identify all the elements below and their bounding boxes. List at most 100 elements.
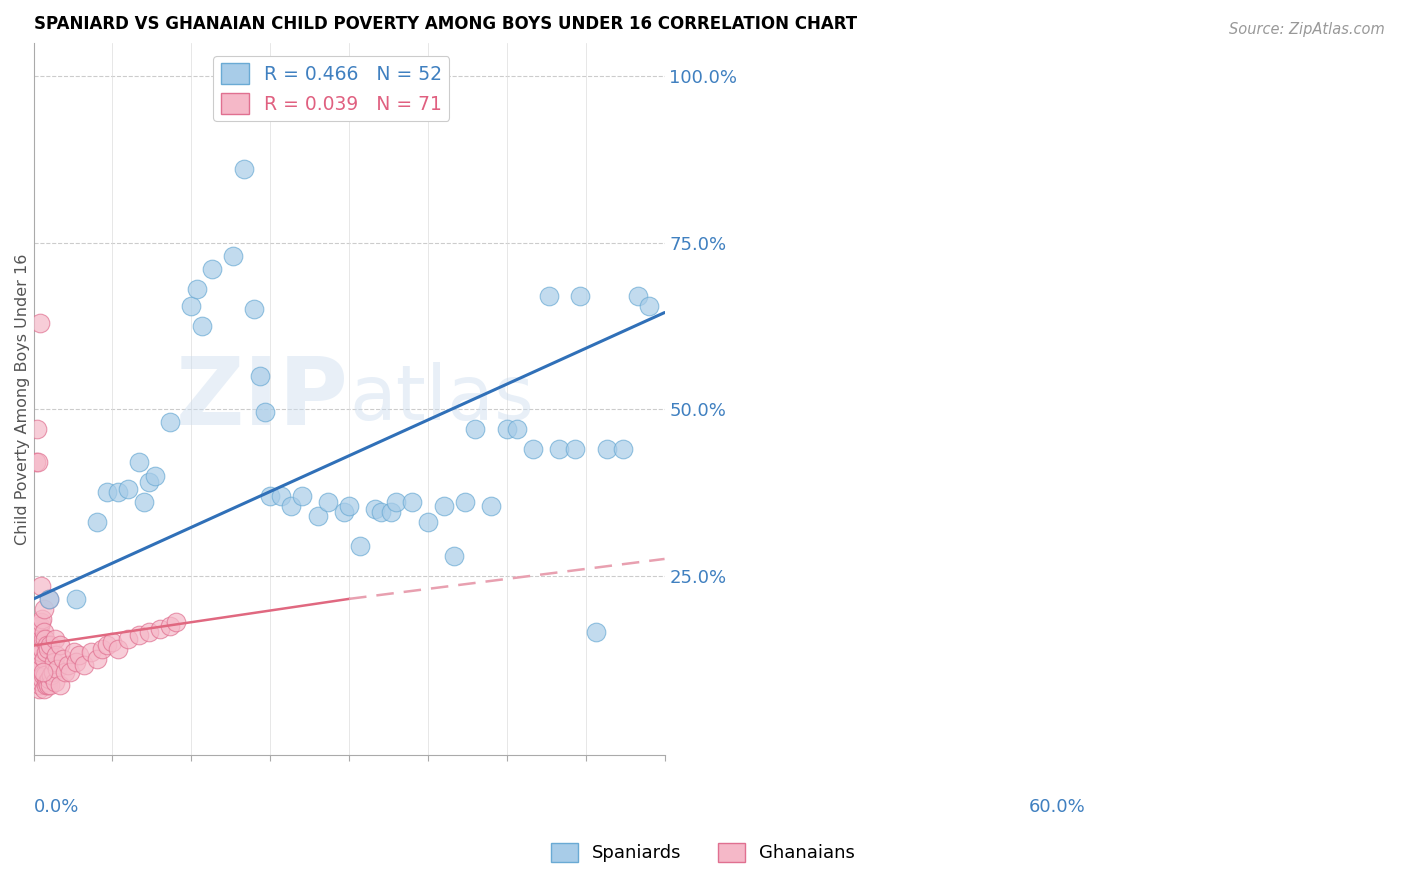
Y-axis label: Child Poverty Among Boys Under 16: Child Poverty Among Boys Under 16 [15, 253, 30, 545]
Point [149, 622, 172, 636]
Point [101, 635, 124, 649]
Point [37, 639, 59, 653]
Point [44, 675, 66, 690]
Point [107, 641, 129, 656]
Point [32, 652, 55, 666]
Point [24, 622, 46, 636]
Point [30, 645, 52, 659]
Point [186, 282, 208, 296]
Point [585, 625, 607, 640]
Point [270, 489, 292, 503]
Point [49, 678, 72, 692]
Text: 60.0%: 60.0% [1028, 798, 1085, 816]
Point [28, 678, 51, 692]
Point [45, 648, 67, 663]
Point [433, 499, 456, 513]
Point [454, 495, 477, 509]
Point [249, 368, 271, 383]
Point [159, 618, 181, 632]
Point [28, 618, 51, 632]
Point [380, 505, 402, 519]
Point [548, 442, 571, 456]
Point [28, 625, 51, 640]
Point [291, 489, 314, 503]
Point [232, 162, 254, 177]
Point [31, 641, 53, 656]
Point [24, 648, 46, 663]
Point [117, 632, 139, 646]
Point [443, 549, 465, 563]
Point [37, 675, 59, 690]
Point [132, 495, 155, 509]
Point [42, 655, 65, 669]
Point [65, 591, 87, 606]
Point [41, 665, 63, 679]
Point [31, 612, 53, 626]
Point [38, 591, 60, 606]
Point [62, 645, 84, 659]
Point [333, 505, 356, 519]
Text: Source: ZipAtlas.com: Source: ZipAtlas.com [1229, 22, 1385, 37]
Point [191, 318, 214, 333]
Text: 0.0%: 0.0% [34, 798, 79, 816]
Point [32, 632, 55, 646]
Point [25, 655, 48, 669]
Point [34, 632, 56, 646]
Legend: Spaniards, Ghanaians: Spaniards, Ghanaians [544, 836, 862, 870]
Point [637, 299, 659, 313]
Point [32, 668, 55, 682]
Point [65, 655, 87, 669]
Point [32, 602, 55, 616]
Point [128, 628, 150, 642]
Point [38, 591, 60, 606]
Point [280, 499, 302, 513]
Point [28, 648, 51, 663]
Point [86, 516, 108, 530]
Point [32, 681, 55, 696]
Point [364, 502, 387, 516]
Point [143, 468, 166, 483]
Point [73, 658, 96, 673]
Point [253, 405, 276, 419]
Point [612, 442, 634, 456]
Point [596, 442, 619, 456]
Point [30, 615, 52, 630]
Point [201, 262, 224, 277]
Point [67, 648, 90, 663]
Point [30, 578, 52, 592]
Point [28, 681, 51, 696]
Point [41, 668, 63, 682]
Point [32, 665, 55, 679]
Point [537, 289, 560, 303]
Point [138, 475, 160, 490]
Point [37, 678, 59, 692]
Point [58, 658, 80, 673]
Point [80, 645, 103, 659]
Point [506, 422, 529, 436]
Point [107, 485, 129, 500]
Point [27, 662, 49, 676]
Point [307, 508, 329, 523]
Point [165, 615, 187, 630]
Point [259, 489, 281, 503]
Point [59, 665, 82, 679]
Text: ZIP: ZIP [176, 353, 349, 445]
Point [38, 672, 60, 686]
Point [569, 289, 592, 303]
Point [337, 499, 360, 513]
Point [44, 632, 66, 646]
Point [96, 485, 118, 500]
Point [401, 495, 423, 509]
Point [495, 422, 517, 436]
Point [39, 639, 62, 653]
Point [416, 516, 439, 530]
Point [564, 442, 586, 456]
Point [180, 299, 202, 313]
Point [37, 641, 59, 656]
Point [27, 455, 49, 469]
Point [24, 455, 46, 469]
Point [627, 289, 650, 303]
Legend: R = 0.466   N = 52, R = 0.039   N = 71: R = 0.466 N = 52, R = 0.039 N = 71 [214, 56, 450, 121]
Point [96, 639, 118, 653]
Point [370, 505, 392, 519]
